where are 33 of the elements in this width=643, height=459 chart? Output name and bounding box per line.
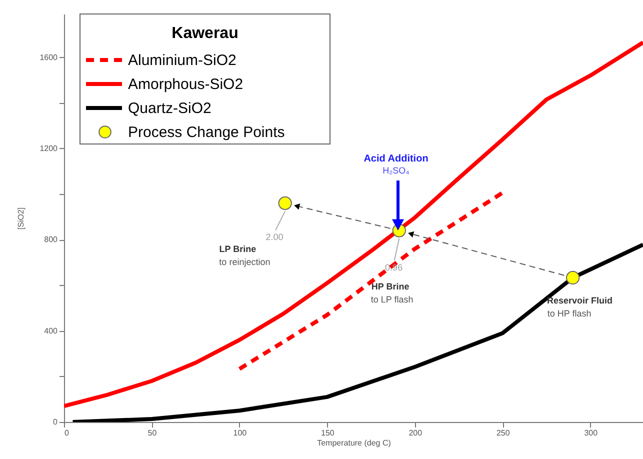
x-tick-label: 100 (233, 428, 248, 438)
y-tick-label: 400 (44, 326, 58, 336)
x-tick-label: 150 (321, 428, 335, 438)
annotation: 0.96 (385, 262, 403, 273)
x-tick-label: 0 (64, 428, 70, 438)
point (566, 270, 580, 285)
x-tick-label: 50 (148, 428, 158, 438)
y-tick-label: 1200 (40, 144, 58, 153)
legend-label: Process Change Points (128, 124, 285, 141)
annotation: H₂SO₄ (382, 166, 410, 176)
annotation: to HP flash (547, 308, 592, 319)
y-tick-label: 1600 (40, 52, 58, 62)
x-axis-title: Temperature (deg C) (317, 438, 392, 448)
line-series (64, 40, 643, 408)
annotation: LP Brine (219, 244, 256, 254)
legend-label: Aluminium-SiO2 (128, 52, 236, 69)
annotation: Acid Addition (364, 154, 428, 164)
annotation: to LP flash (370, 294, 414, 305)
legend-title: Kawerau (172, 25, 238, 42)
y-tick-label: 800 (44, 235, 58, 244)
y-tick-label: 0 (53, 418, 58, 426)
y-axis-title: [SiO2] (16, 207, 26, 230)
x-tick-label: 200 (408, 428, 423, 438)
annotation: HP Brine (371, 282, 410, 292)
annotation: Reservoir Fluid (547, 296, 613, 306)
x-tick-label: 300 (584, 428, 598, 438)
annotation: to reinjection (219, 257, 270, 268)
legend-label: Quartz-SiO2 (128, 100, 212, 117)
line-series (70, 242, 643, 422)
x-tick-label: 250 (496, 428, 510, 438)
point (278, 196, 292, 210)
annotation: 2.00 (266, 232, 284, 242)
legend-label: Amorphous-SiO2 (128, 76, 244, 93)
